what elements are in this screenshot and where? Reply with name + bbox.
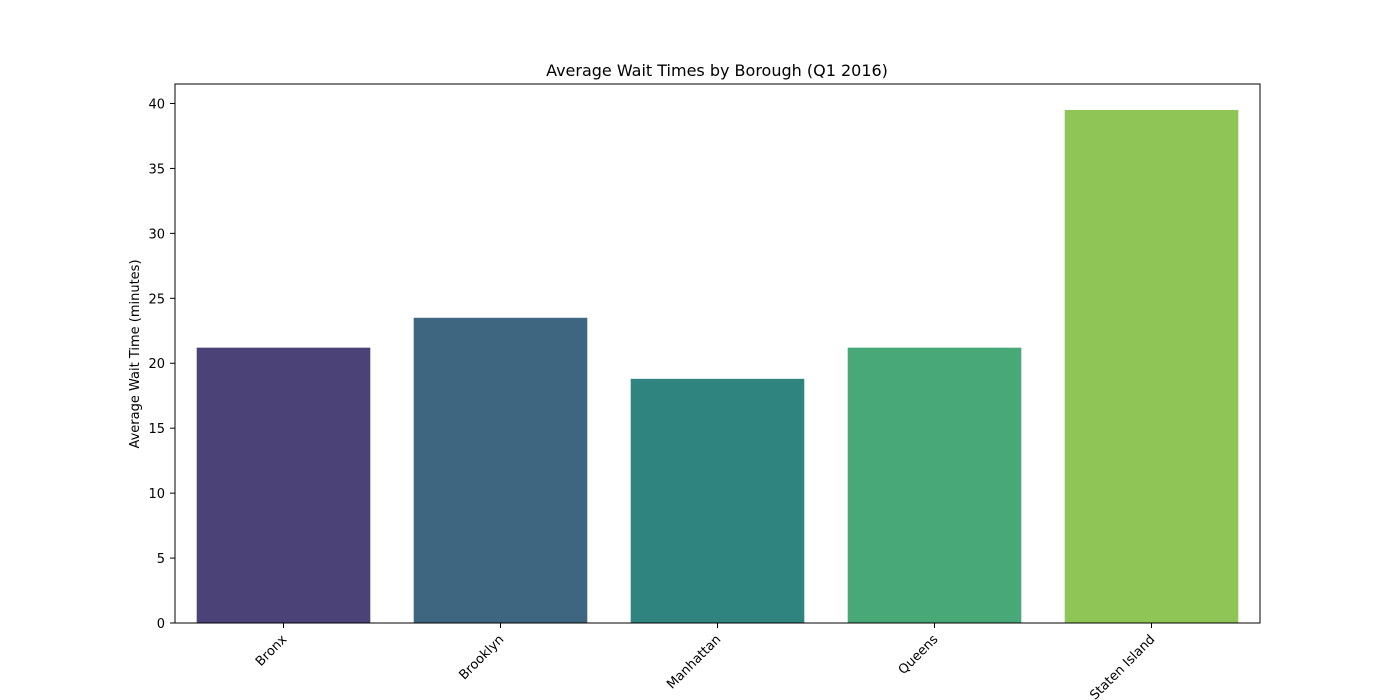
- x-tick-label: Staten Island: [1087, 632, 1158, 700]
- y-tick-label: 0: [157, 617, 165, 632]
- chart-title: Average Wait Times by Borough (Q1 2016): [546, 61, 888, 80]
- y-tick-label: 10: [148, 487, 165, 502]
- x-tick-label: Queens: [896, 632, 942, 678]
- y-tick-label: 5: [157, 552, 165, 567]
- y-tick-label: 30: [148, 227, 165, 242]
- y-tick-label: 35: [148, 162, 165, 177]
- y-tick-label: 20: [148, 357, 165, 372]
- bar-brooklyn: [413, 317, 588, 623]
- y-tick-label: 15: [148, 422, 165, 437]
- bar-staten-island: [1064, 109, 1239, 624]
- y-tick-label: 40: [148, 97, 165, 112]
- x-tick-label: Manhattan: [664, 632, 724, 692]
- plot-area: 0 5 10 15 20 25 30 35 40 Bronx Brooklyn Manhattan Qu…: [148, 83, 1261, 700]
- y-tick-label: 25: [148, 292, 165, 307]
- x-tick-label: Brooklyn: [456, 632, 507, 683]
- y-axis-label: Average Wait Time (minutes): [128, 259, 143, 448]
- bar-queens: [847, 347, 1022, 623]
- bar-manhattan: [630, 378, 805, 623]
- bar-bronx: [196, 347, 371, 623]
- x-tick-label: Bronx: [253, 632, 291, 670]
